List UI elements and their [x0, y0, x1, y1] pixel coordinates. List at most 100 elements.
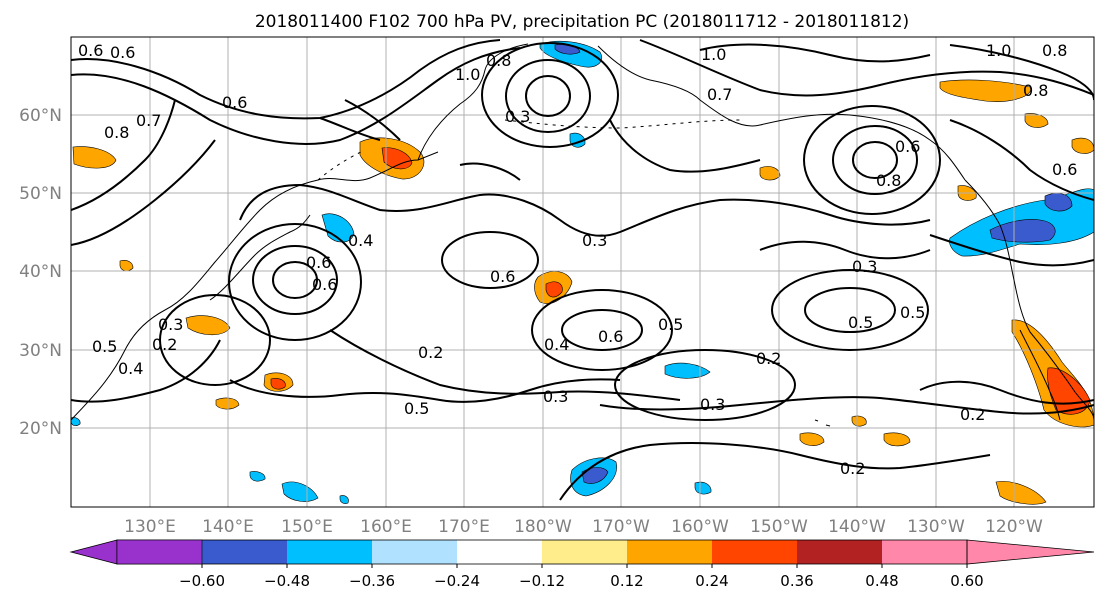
contour-label: 0.5 — [658, 315, 683, 334]
precip-blob-negative — [581, 467, 609, 484]
contour-label: 0.4 — [348, 231, 373, 250]
colorbar-tick-label: −0.12 — [519, 572, 565, 590]
pv-contour — [804, 287, 896, 333]
precip-blob-positive — [119, 260, 134, 272]
contour-label: 0.3 — [852, 257, 877, 276]
coastline-north-america — [964, 179, 1094, 421]
lon-label: 120°W — [985, 517, 1043, 537]
contour-label: 0.6 — [598, 327, 623, 346]
contour-labels: 0.6 0.6 0.6 0.8 0.7 1.0 0.8 0.3 1.0 0.7 … — [78, 41, 1077, 478]
pv-contour — [832, 125, 918, 195]
pv-contour — [159, 294, 271, 386]
pv-contour — [561, 309, 643, 351]
lat-label: 60°N — [19, 106, 62, 126]
contour-label: 0.3 — [582, 231, 607, 250]
pv-contour — [481, 42, 619, 148]
colorbar-segment — [202, 540, 287, 564]
colorbar-tick-label: 0.48 — [865, 572, 898, 590]
pv-contour — [614, 349, 796, 421]
figure-title: 2018011400 F102 700 hPa PV, precipitatio… — [255, 12, 909, 32]
pv-contour — [639, 39, 1094, 97]
pv-contour — [559, 442, 991, 501]
coastline-aleutians — [504, 119, 741, 129]
contour-label: 0.2 — [152, 335, 177, 354]
colorbar-tick-labels: −0.60 −0.48 −0.36 −0.24 −0.12 0.12 0.24 … — [179, 572, 984, 590]
precip-blob-positive — [995, 481, 1047, 505]
precip-blob-negative — [989, 219, 1056, 243]
precip-blob-negative — [339, 495, 349, 504]
contour-label: 0.6 — [312, 275, 337, 294]
contour-label: 0.6 — [110, 43, 135, 62]
lat-label: 40°N — [19, 262, 62, 282]
pv-contour — [759, 240, 931, 260]
contour-label: 0.5 — [900, 303, 925, 322]
pv-contour — [599, 396, 1094, 415]
colorbar-segment — [797, 540, 882, 564]
colorbar-segment — [542, 540, 627, 564]
colorbar-ticks — [201, 564, 968, 568]
coastline-asia — [71, 151, 439, 421]
pv-contour — [949, 44, 1094, 101]
colorbar-tick-label: 0.24 — [695, 572, 728, 590]
contour-label: 0.2 — [960, 405, 985, 424]
pv-contour — [319, 99, 401, 141]
lon-label: 170°E — [438, 517, 490, 537]
lon-label: 180°W — [514, 517, 572, 537]
lon-label: 140°E — [202, 517, 254, 537]
colorbar-segment — [457, 540, 542, 564]
pv-contour — [699, 43, 931, 63]
contour-label: 0.3 — [543, 387, 568, 406]
contour-label: 0.6 — [78, 41, 103, 60]
map-frame — [70, 36, 1095, 508]
pv-contour — [441, 231, 539, 289]
pv-contour — [71, 39, 501, 120]
pv-contour — [771, 269, 929, 351]
precip-blob-positive — [939, 79, 1031, 102]
colorbar-segment — [372, 540, 457, 564]
lon-label: 170°W — [592, 517, 650, 537]
pv-contour — [228, 223, 362, 341]
precip-blob-negative — [281, 481, 319, 502]
colorbar-right-extend — [966, 539, 1095, 565]
colorbar-tick-label: −0.48 — [264, 572, 310, 590]
precip-blob-positive — [270, 378, 286, 390]
pv-contour — [609, 119, 761, 173]
pv-contour — [531, 289, 673, 371]
lon-label: 150°E — [281, 517, 333, 537]
lat-label: 20°N — [19, 419, 62, 439]
coastline-hawaii — [814, 419, 831, 427]
coastline-kamchatka — [417, 43, 529, 161]
colorbar-segment — [712, 540, 797, 564]
precip-blob-positive — [759, 166, 781, 181]
contour-label: 0.4 — [544, 335, 569, 354]
map-panel: 0.6 0.6 0.6 0.8 0.7 1.0 0.8 0.3 1.0 0.7 … — [19, 36, 1095, 537]
pv-contour — [505, 59, 591, 133]
coastline-alaska — [597, 45, 966, 181]
contour-label: 0.3 — [700, 395, 725, 414]
contour-label: 0.5 — [848, 313, 873, 332]
lon-label: 160°W — [671, 517, 729, 537]
colorbar-left-extend — [69, 539, 118, 565]
pv-contour — [272, 261, 318, 299]
contour-label: 0.2 — [756, 349, 781, 368]
graticule — [71, 37, 1094, 507]
contour-label: 0.7 — [707, 85, 732, 104]
colorbar-tick-label: 0.60 — [950, 572, 983, 590]
colorbar: −0.60 −0.48 −0.36 −0.24 −0.12 0.12 0.24 … — [69, 539, 1095, 590]
contour-label: 0.5 — [92, 337, 117, 356]
contour-label: 0.7 — [136, 111, 161, 130]
pv-contours — [71, 39, 1094, 501]
precip-blob-negative — [664, 362, 711, 379]
contour-label: 0.3 — [505, 107, 530, 126]
pv-contour — [329, 329, 681, 401]
precip-blob-positive — [185, 315, 231, 336]
contour-label: 0.2 — [840, 459, 865, 478]
colorbar-tick-label: −0.60 — [179, 572, 225, 590]
lon-labels: 130°E 140°E 150°E 160°E 170°E 180°W 170°… — [124, 517, 1043, 537]
contour-label: 1.0 — [701, 45, 726, 64]
colorbar-tick-label: −0.36 — [349, 572, 395, 590]
colorbar-segment-first — [116, 539, 203, 565]
precip-blob-positive — [72, 146, 117, 169]
contour-label: 0.8 — [1042, 41, 1067, 60]
